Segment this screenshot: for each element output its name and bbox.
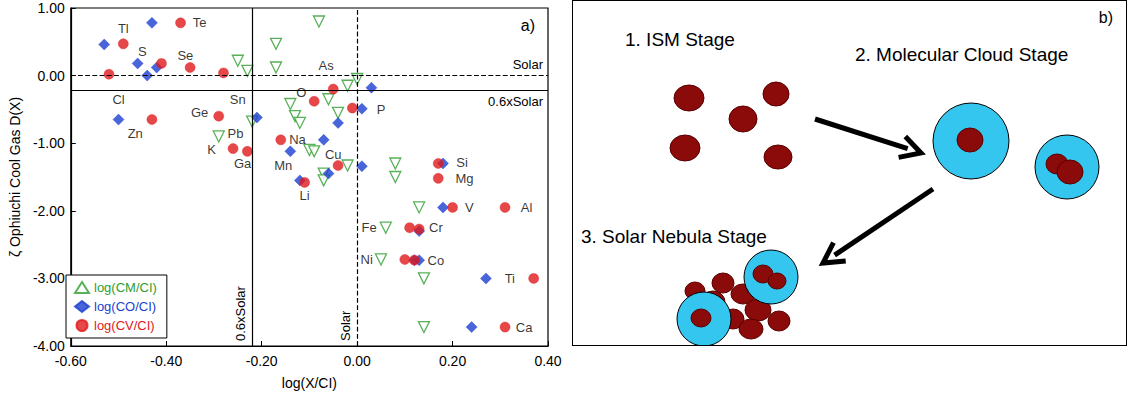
svg-text:Fe: Fe (361, 220, 376, 235)
svg-text:-0.20: -0.20 (246, 353, 278, 369)
svg-text:-0.60: -0.60 (55, 353, 87, 369)
svg-text:log(X/CI): log(X/CI) (282, 375, 337, 391)
svg-text:Sn: Sn (230, 92, 246, 107)
svg-text:V: V (465, 200, 474, 215)
svg-text:Ti: Ti (505, 271, 515, 286)
svg-text:S: S (138, 44, 147, 59)
svg-text:0.40: 0.40 (534, 353, 561, 369)
svg-text:Mg: Mg (455, 171, 473, 186)
svg-text:0.00: 0.00 (38, 68, 65, 84)
svg-text:-3.00: -3.00 (33, 270, 65, 286)
svg-text:Cu: Cu (325, 147, 342, 162)
svg-text:Cr: Cr (429, 220, 443, 235)
svg-text:Cl: Cl (112, 92, 124, 107)
svg-text:log(CM/CI): log(CM/CI) (94, 280, 157, 295)
svg-text:0.20: 0.20 (439, 353, 466, 369)
svg-text:Mn: Mn (274, 158, 292, 173)
svg-text:Ni: Ni (361, 252, 373, 267)
svg-text:Se: Se (177, 48, 193, 63)
svg-text:Si: Si (456, 155, 468, 170)
svg-text:a): a) (521, 17, 535, 34)
svg-text:0.6xSolar: 0.6xSolar (488, 94, 544, 109)
svg-text:Na: Na (289, 132, 306, 147)
svg-text:Pb: Pb (227, 126, 243, 141)
svg-text:K: K (207, 142, 216, 157)
svg-text:1.00: 1.00 (38, 0, 65, 16)
svg-text:Ga: Ga (234, 156, 252, 171)
svg-text:Al: Al (521, 200, 533, 215)
svg-text:Ge: Ge (191, 105, 208, 120)
svg-text:As: As (319, 58, 335, 73)
svg-text:0.6xSolar: 0.6xSolar (233, 285, 248, 341)
svg-text:3. Solar Nebula Stage: 3. Solar Nebula Stage (581, 226, 767, 247)
svg-text:-4.00: -4.00 (33, 338, 65, 354)
svg-text:-1.00: -1.00 (33, 135, 65, 151)
svg-text:Te: Te (193, 15, 207, 30)
svg-text:Solar: Solar (338, 310, 353, 341)
svg-text:O: O (296, 85, 306, 100)
svg-text:Tl: Tl (118, 21, 129, 36)
svg-text:-2.00: -2.00 (33, 203, 65, 219)
svg-text:0.00: 0.00 (343, 353, 370, 369)
svg-text:ζ Ophiuchi Cool Gas D(X): ζ Ophiuchi Cool Gas D(X) (7, 97, 23, 257)
svg-text:log(CO/CI): log(CO/CI) (94, 299, 156, 314)
svg-text:1. ISM Stage: 1. ISM Stage (625, 29, 735, 50)
svg-text:Zn: Zn (128, 126, 143, 141)
svg-text:log(CV/CI): log(CV/CI) (94, 318, 155, 333)
svg-text:2. Molecular Cloud Stage: 2. Molecular Cloud Stage (855, 44, 1068, 65)
svg-text:Li: Li (300, 188, 310, 203)
svg-text:Ca: Ca (516, 320, 533, 335)
svg-text:-0.40: -0.40 (150, 353, 182, 369)
svg-text:Solar: Solar (513, 57, 544, 72)
svg-text:Co: Co (428, 253, 445, 268)
svg-text:b): b) (1099, 9, 1113, 26)
svg-text:P: P (377, 102, 386, 117)
